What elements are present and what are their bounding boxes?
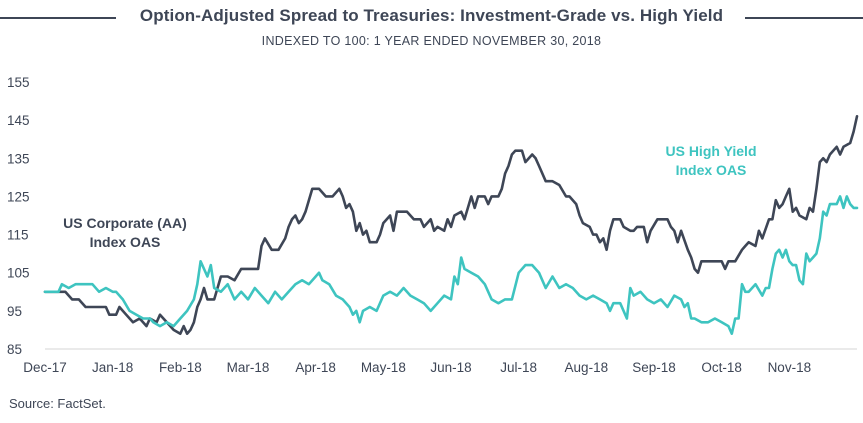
x-tick-label: Oct-18: [701, 360, 742, 375]
x-tick-label: Mar-18: [227, 360, 270, 375]
chart-title: Option-Adjusted Spread to Treasuries: In…: [139, 6, 724, 25]
x-tick-label: Jan-18: [92, 360, 133, 375]
title-rule-left: [0, 17, 116, 19]
y-tick-label: 145: [7, 113, 30, 128]
x-tick-label: Feb-18: [159, 360, 202, 375]
y-tick-label: 135: [7, 151, 30, 166]
series-label-high-yield: Index OAS: [676, 162, 747, 178]
x-tick-label: Jun-18: [430, 360, 471, 375]
y-tick-label: 85: [7, 342, 22, 357]
x-tick-label: May-18: [361, 360, 406, 375]
x-tick-label: Aug-18: [565, 360, 609, 375]
source-note: Source: FactSet.: [9, 396, 106, 411]
x-tick-label: Nov-18: [768, 360, 812, 375]
y-tick-label: 95: [7, 304, 22, 319]
series-line-high-yield: [43, 195, 859, 335]
title-row: Option-Adjusted Spread to Treasuries: In…: [0, 6, 863, 30]
y-tick-label: 105: [7, 266, 30, 281]
x-tick-label: Jul-18: [500, 360, 537, 375]
title-rule-right: [745, 17, 863, 19]
series-label-investment-grade: Index OAS: [90, 234, 161, 250]
x-tick-label: Sep-18: [632, 360, 676, 375]
y-tick-label: 155: [7, 75, 30, 90]
y-tick-label: 125: [7, 189, 30, 204]
y-tick-label: 115: [7, 228, 29, 243]
chart-subtitle: INDEXED TO 100: 1 YEAR ENDED NOVEMBER 30…: [261, 34, 602, 48]
series-label-investment-grade: US Corporate (AA): [63, 215, 187, 231]
x-tick-label: Dec-17: [23, 360, 67, 375]
series-line-investment-grade: [43, 115, 859, 335]
x-tick-label: Apr-18: [295, 360, 336, 375]
series-label-high-yield: US High Yield: [665, 143, 756, 159]
